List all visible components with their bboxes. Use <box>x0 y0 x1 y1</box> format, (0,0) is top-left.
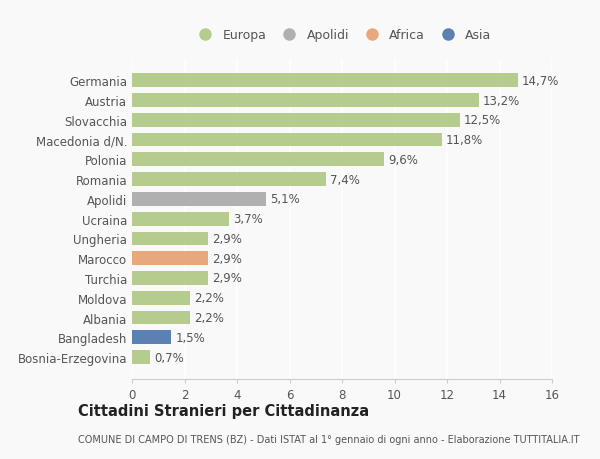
Bar <box>132 153 384 167</box>
Text: 2,2%: 2,2% <box>194 291 224 305</box>
Text: 7,4%: 7,4% <box>330 173 360 186</box>
Text: COMUNE DI CAMPO DI TRENS (BZ) - Dati ISTAT al 1° gennaio di ogni anno - Elaboraz: COMUNE DI CAMPO DI TRENS (BZ) - Dati IST… <box>78 434 580 443</box>
Text: 2,9%: 2,9% <box>212 252 242 265</box>
Bar <box>132 252 208 266</box>
Text: 9,6%: 9,6% <box>388 153 418 167</box>
Bar <box>132 94 479 108</box>
Text: 5,1%: 5,1% <box>270 193 299 206</box>
Bar <box>132 114 460 128</box>
Text: 2,9%: 2,9% <box>212 232 242 246</box>
Text: 12,5%: 12,5% <box>464 114 502 127</box>
Text: 13,2%: 13,2% <box>482 94 520 107</box>
Text: Cittadini Stranieri per Cittadinanza: Cittadini Stranieri per Cittadinanza <box>78 403 369 419</box>
Bar <box>132 74 518 88</box>
Bar <box>132 271 208 285</box>
Text: 0,7%: 0,7% <box>154 351 184 364</box>
Text: 2,2%: 2,2% <box>194 311 224 325</box>
Bar <box>132 330 172 344</box>
Bar <box>132 134 442 147</box>
Text: 14,7%: 14,7% <box>522 75 559 88</box>
Text: 11,8%: 11,8% <box>446 134 483 147</box>
Bar <box>132 173 326 187</box>
Bar <box>132 192 266 207</box>
Text: 3,7%: 3,7% <box>233 213 263 226</box>
Bar <box>132 212 229 226</box>
Bar <box>132 291 190 305</box>
Text: 1,5%: 1,5% <box>175 331 205 344</box>
Bar <box>132 350 151 364</box>
Bar <box>132 311 190 325</box>
Bar <box>132 232 208 246</box>
Legend: Europa, Apolidi, Africa, Asia: Europa, Apolidi, Africa, Asia <box>188 24 496 47</box>
Text: 2,9%: 2,9% <box>212 272 242 285</box>
